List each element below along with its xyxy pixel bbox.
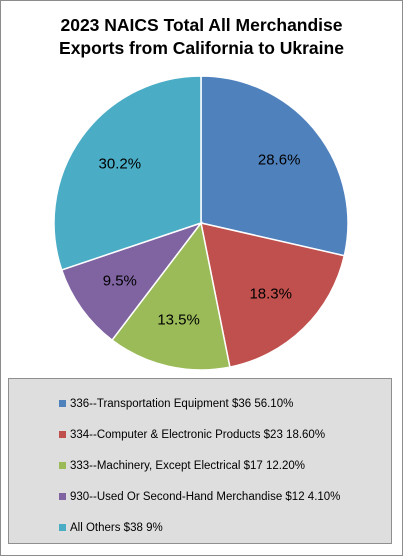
slice-label-0: 28.6% (258, 152, 301, 169)
pie-slice-0 (200, 75, 349, 257)
slice-label-4: 30.2% (99, 156, 142, 173)
legend-swatch (59, 493, 66, 500)
slice-label-3: 9.5% (103, 272, 137, 289)
legend-swatch (59, 400, 66, 407)
legend-label: 334--Computer & Electronic Products $23 … (70, 428, 326, 441)
legend-item-all-others: All Others $38 9% (9, 512, 391, 543)
legend-swatch (59, 462, 66, 469)
legend-label: 336--Transportation Equipment $36 56.10% (70, 397, 294, 410)
legend-item-336: 336--Transportation Equipment $36 56.10% (9, 388, 391, 419)
pie-slice-4 (53, 75, 202, 271)
slice-label-2: 13.5% (157, 311, 200, 328)
pie-slice-3 (60, 221, 204, 342)
legend-swatch (59, 431, 66, 438)
pie-chart: 28.6% 18.3% 13.5% 9.5% 30.2% (53, 75, 349, 371)
legend-label: 930--Used Or Second-Hand Merchandise $12… (70, 490, 341, 503)
slice-label-1: 18.3% (249, 286, 292, 303)
legend-swatch (59, 524, 66, 531)
legend-label: All Others $38 9% (70, 521, 163, 534)
pie-slice-2 (111, 221, 231, 371)
chart-legend: 336--Transportation Equipment $36 56.10%… (8, 378, 392, 544)
legend-item-333: 333--Machinery, Except Electrical $17 12… (9, 450, 391, 481)
chart-title-line-1: 2023 NAICS Total All Merchandise (60, 15, 343, 35)
legend-label: 333--Machinery, Except Electrical $17 12… (70, 459, 306, 472)
legend-item-930: 930--Used Or Second-Hand Merchandise $12… (9, 481, 391, 512)
legend-item-334: 334--Computer & Electronic Products $23 … (9, 419, 391, 450)
chart-title-line-2: Exports from California to Ukraine (59, 38, 344, 58)
pie-slice-1 (200, 222, 346, 369)
chart-title: 2023 NAICS Total All Merchandise Exports… (0, 14, 403, 60)
